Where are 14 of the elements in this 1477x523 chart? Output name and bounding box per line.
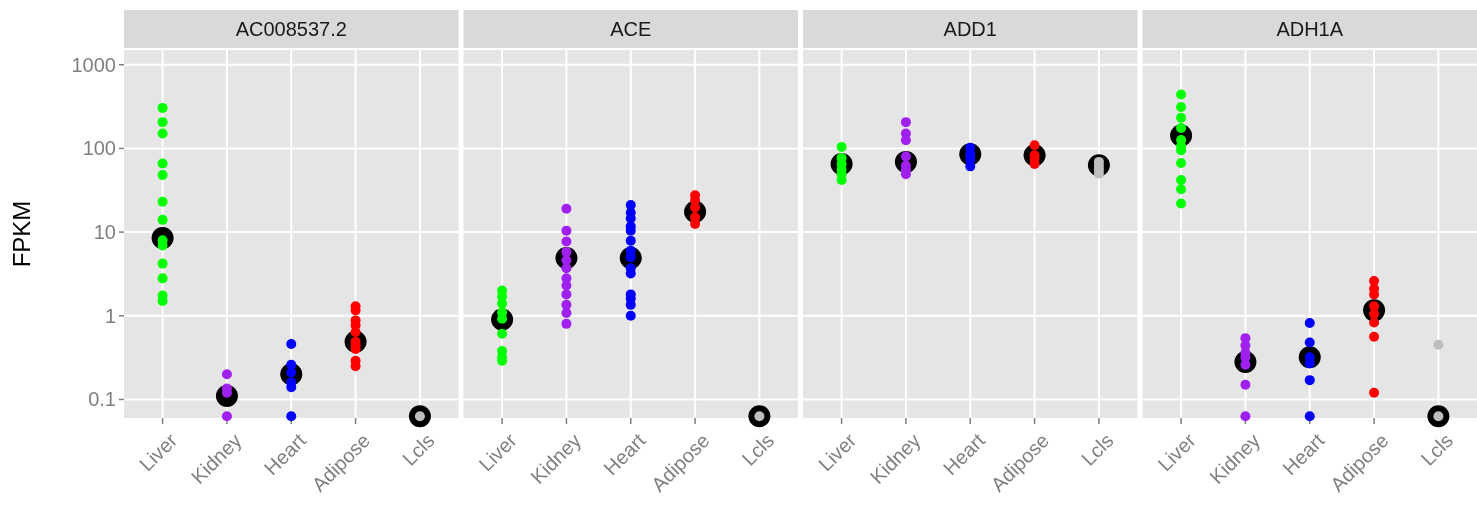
chart-title: ACE [610,18,652,40]
y-tick-label: 1 [104,304,116,327]
y-tick-label: 0.1 [88,388,116,411]
x-tick-label: Lcls [1416,429,1458,470]
x-tick-label: Lcls [1076,429,1118,470]
chart-title: ADH1A [1276,18,1344,40]
y-axis-title: FPKM [8,200,35,268]
chart-title: ADD1 [943,18,997,40]
x-tick-label: Lcls [397,429,439,470]
y-tick-label: 10 [93,221,116,244]
y-tick-label: 100 [82,137,116,160]
x-tick-label: Lcls [737,429,779,470]
chart-title: AC008537.2 [235,18,347,40]
y-tick-label: 1000 [71,53,116,76]
